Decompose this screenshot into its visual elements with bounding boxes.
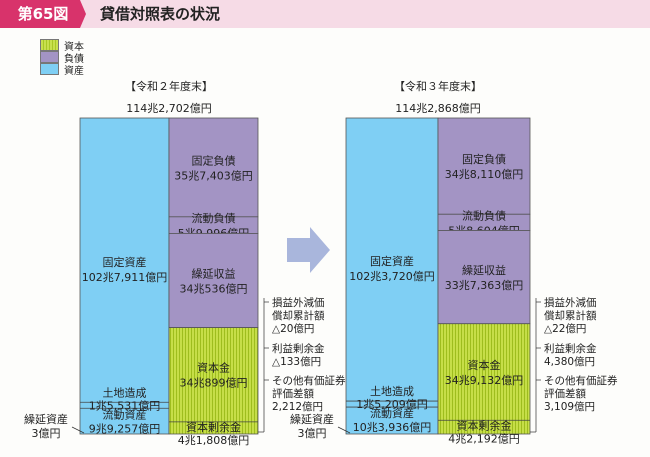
depreciation-note-line: 損益外減価: [544, 296, 597, 309]
capital-surplus-name: 資本剰余金: [186, 420, 241, 434]
depreciation-note-line: △20億円: [272, 322, 314, 335]
capital-segment: [437, 323, 531, 435]
securities-valuation-note-line: 2,212億円: [272, 400, 323, 413]
legend-label-liabilities: 負債: [64, 53, 84, 65]
deferred-assets-leader: [337, 426, 351, 434]
figure-number-badge: 第65図: [0, 0, 86, 28]
depreciation-note-line: 損益外減価: [272, 296, 325, 309]
capital-surplus-name: 資本剰余金: [457, 418, 512, 432]
legend-item-capital: 資本: [40, 39, 84, 53]
liabilities-swatch: [40, 51, 59, 63]
current-assets-name: 流動資産: [370, 406, 414, 420]
legend-label-capital: 資本: [64, 41, 84, 53]
capital-stock-value: 34兆899億円: [180, 377, 248, 390]
figure-header: 第65図 貸借対照表の状況: [0, 0, 650, 28]
period-label: 【令和３年度末】: [394, 79, 482, 93]
securities-valuation-note-line: 評価差額: [272, 387, 314, 400]
retained-earnings-note-line: △133億円: [272, 355, 321, 368]
capital-surplus-value: 4兆2,192億円: [448, 432, 520, 445]
deferred-revenue-value: 33兆7,363億円: [445, 279, 524, 292]
retained-earnings-note-line: 利益剰余金: [272, 342, 325, 355]
fixed-liabilities-segment: [168, 117, 259, 218]
capital-surplus-value: 4兆1,808億円: [178, 434, 250, 447]
capital-swatch: [40, 39, 59, 51]
retained-earnings-note-line: 4,380億円: [544, 355, 595, 368]
current-assets-value: 10兆3,936億円: [353, 421, 432, 434]
deferred-revenue-name: 繰延収益: [462, 263, 506, 277]
fixed-assets-value: 102兆7,911億円: [82, 271, 168, 284]
current-assets-value: 9兆9,257億円: [89, 422, 161, 435]
deferred-revenue-name: 繰延収益: [192, 267, 236, 281]
capital-stock-value: 34兆9,132億円: [445, 374, 524, 387]
deferred-assets-value: 3億円: [298, 427, 327, 440]
depreciation-note-line: △22億円: [544, 322, 586, 335]
deferred-assets-name: 繰延資産: [24, 412, 68, 426]
capital-stock-name: 資本金: [468, 358, 501, 372]
legend: 資本 負債 資産: [40, 39, 84, 77]
deferred-assets-value: 3億円: [32, 427, 61, 440]
fixed-assets-value: 102兆3,720億円: [349, 270, 435, 283]
deferred-assets-name: 繰延資産: [290, 412, 334, 426]
securities-valuation-note-line: その他有価証券: [544, 374, 618, 387]
land-development-value: 1兆5,531億円: [89, 399, 161, 412]
fixed-liabilities-name: 固定負債: [192, 153, 236, 167]
deferred-revenue-segment: [437, 230, 531, 325]
fixed-liabilities-value: 35兆7,403億円: [174, 169, 253, 182]
capital-segment: [168, 327, 259, 435]
depreciation-note-line: 償却累計額: [544, 309, 597, 322]
transition-arrow: [287, 227, 330, 273]
current-liabilities-name: 流動負債: [462, 208, 506, 222]
current-assets-name: 流動資産: [103, 407, 147, 421]
legend-item-assets: 資産: [40, 63, 84, 77]
capital-stock-name: 資本金: [197, 361, 230, 375]
land-development-name: 土地造成: [370, 384, 414, 398]
current-liabilities-name: 流動負債: [192, 211, 236, 225]
fixed-assets-name: 固定資産: [103, 255, 147, 269]
figure-title: 貸借対照表の状況: [100, 5, 221, 23]
total-label: 114兆2,868億円: [395, 102, 481, 115]
deferred-assets-leader: [71, 426, 85, 434]
assets-bar: [345, 117, 439, 435]
fixed-assets-name: 固定資産: [370, 254, 414, 268]
deferred-revenue-segment: [168, 233, 259, 328]
land-development-name: 土地造成: [103, 385, 147, 399]
securities-valuation-note-line: 評価差額: [544, 387, 586, 400]
land-development-value: 1兆5,209億円: [356, 398, 428, 411]
period-label: 【令和２年度末】: [125, 79, 213, 93]
securities-valuation-note-line: 3,109億円: [544, 400, 595, 413]
total-label: 114兆2,702億円: [126, 102, 212, 115]
retained-earnings-note-line: 利益剰余金: [544, 342, 597, 355]
securities-valuation-note-line: その他有価証券: [272, 374, 346, 387]
assets-swatch: [40, 63, 59, 75]
legend-label-assets: 資産: [64, 65, 84, 77]
depreciation-note-line: 償却累計額: [272, 309, 325, 322]
fixed-liabilities-value: 34兆8,110億円: [445, 168, 524, 181]
legend-item-liabilities: 負債: [40, 51, 84, 65]
fixed-liabilities-name: 固定負債: [462, 152, 506, 166]
deferred-revenue-value: 34兆536億円: [180, 283, 248, 296]
fixed-liabilities-segment: [437, 117, 531, 215]
